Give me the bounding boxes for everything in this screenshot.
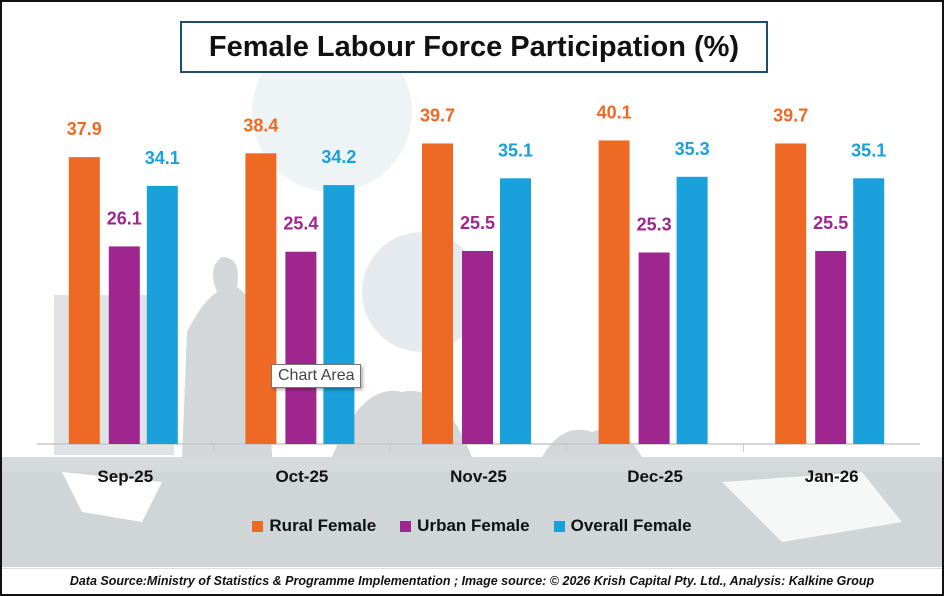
bar-overall-female[interactable] (323, 185, 355, 444)
data-label: 37.9 (67, 119, 102, 139)
source-note: Data Source:Ministry of Statistics & Pro… (2, 568, 942, 594)
bar-rural-female[interactable] (598, 140, 630, 444)
data-label: 39.7 (773, 105, 808, 125)
data-label: 26.1 (107, 208, 142, 228)
legend-label: Urban Female (417, 516, 530, 535)
bar-overall-female[interactable] (676, 176, 708, 445)
bar-urban-female[interactable] (638, 252, 670, 444)
bar-urban-female[interactable] (815, 250, 847, 444)
legend-item-urban[interactable]: Urban Female (400, 516, 530, 536)
chart-title: Female Labour Force Participation (%) (180, 21, 768, 73)
legend-item-rural[interactable]: Rural Female (252, 516, 376, 536)
data-label: 35.1 (851, 140, 886, 160)
data-label: 25.5 (813, 213, 848, 233)
data-label: 38.4 (243, 115, 278, 135)
data-label: 39.7 (420, 105, 455, 125)
bar-rural-female[interactable] (422, 143, 453, 444)
legend-swatch (553, 520, 565, 532)
data-label: 34.1 (145, 148, 180, 168)
chart-area-tooltip: Chart Area (271, 364, 362, 388)
bar-overall-female[interactable] (500, 178, 531, 444)
bar-overall-female[interactable] (146, 185, 178, 444)
x-tick-label: Nov-25 (450, 467, 507, 486)
bar-rural-female[interactable] (68, 157, 100, 445)
data-label: 40.1 (597, 102, 632, 122)
data-label: 35.1 (498, 140, 533, 160)
bar-rural-female[interactable] (245, 153, 277, 444)
bar-urban-female[interactable] (462, 250, 493, 444)
data-label: 25.4 (283, 214, 318, 234)
data-label: 25.3 (637, 214, 672, 234)
bar-overall-female[interactable] (853, 178, 885, 444)
bar-urban-female[interactable] (108, 246, 140, 444)
bar-rural-female[interactable] (775, 143, 807, 444)
data-label: 25.5 (460, 213, 495, 233)
legend-label: Rural Female (269, 516, 377, 535)
x-tick-label: Dec-25 (627, 467, 683, 486)
x-tick-label: Sep-25 (97, 467, 153, 486)
x-tick-label: Jan-26 (805, 467, 859, 486)
legend-swatch (252, 520, 264, 532)
legend: Rural Female Urban Female Overall Female (2, 516, 942, 536)
legend-swatch (400, 520, 412, 532)
x-tick-label: Oct-25 (275, 467, 328, 486)
data-label: 34.2 (321, 147, 356, 167)
data-label: 35.3 (675, 139, 710, 159)
legend-item-overall[interactable]: Overall Female (553, 516, 692, 536)
bar-urban-female[interactable] (285, 251, 317, 444)
legend-label: Overall Female (570, 516, 692, 535)
